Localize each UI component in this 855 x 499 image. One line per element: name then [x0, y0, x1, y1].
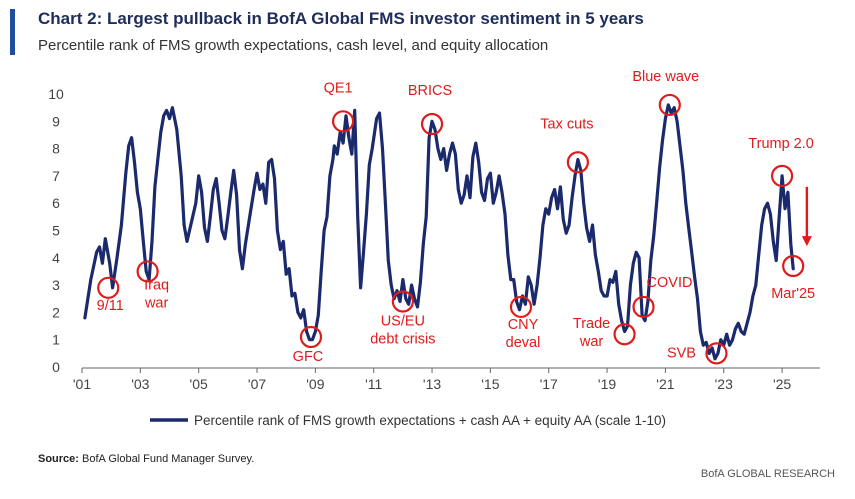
annotation-label: US/EU debt crisis: [370, 313, 435, 347]
source-label: Source:: [38, 453, 79, 465]
y-tick-label: 2: [52, 304, 60, 320]
annotation-circle: [632, 295, 655, 319]
y-tick-label: 9: [52, 113, 60, 129]
x-tick-label: '07: [248, 376, 266, 392]
annotation-label: GFC: [293, 349, 324, 365]
annotation-circle: [299, 325, 323, 349]
source-text: BofA Global Fund Manager Survey.: [82, 453, 255, 465]
brand-label: BofA GLOBAL RESEARCH: [700, 468, 835, 480]
annotation-circle: [509, 295, 533, 319]
annotation-circle: [97, 276, 120, 299]
decline-arrow-head: [801, 236, 812, 247]
chart-title: Chart 2: Largest pullback in BofA Global…: [38, 9, 644, 28]
y-tick-label: 3: [52, 277, 60, 293]
annotation-label: 9/11: [97, 298, 124, 314]
x-tick-label: '11: [365, 376, 382, 392]
x-tick-label: '01: [73, 376, 91, 392]
y-tick-label: 6: [52, 195, 60, 211]
y-tick-label: 4: [52, 250, 60, 266]
annotation-label: CNY deval: [506, 317, 541, 351]
x-tick-label: '25: [773, 376, 791, 392]
x-tick-label: '23: [715, 376, 733, 392]
annotation-circle: [391, 290, 414, 313]
x-tick-label: '13: [423, 376, 441, 392]
series-line: [83, 103, 795, 361]
annotation-circle: [770, 164, 794, 187]
annotation-label: BRICS: [408, 83, 452, 99]
source-note: Source: BofA Global Fund Manager Survey.: [38, 453, 254, 465]
annotation-circle: [613, 323, 636, 346]
y-tick-label: 8: [52, 141, 60, 157]
annotation-label: SVB: [667, 345, 696, 361]
annotation-circle: [420, 112, 444, 136]
x-tick-label: '03: [131, 376, 149, 392]
annotation-label: COVID: [647, 275, 693, 291]
y-tick-label: 0: [52, 359, 60, 375]
chart-subtitle: Percentile rank of FMS growth expectatio…: [38, 37, 549, 54]
annotation-circle: [705, 342, 728, 365]
annotation-label: Tax cuts: [540, 116, 593, 132]
annotation-circle: [136, 260, 159, 283]
y-tick-label: 10: [48, 86, 64, 102]
x-tick-label: '15: [481, 376, 499, 392]
annotation-circle: [331, 110, 355, 133]
x-tick-label: '05: [190, 376, 208, 392]
y-tick-label: 1: [52, 332, 60, 348]
x-tick-label: '19: [598, 376, 616, 392]
annotation-label: Blue wave: [632, 69, 699, 85]
annotation-label: Iraq war: [144, 277, 169, 311]
annotation-label: Trade war: [573, 316, 610, 350]
y-tick-label: 7: [52, 168, 60, 184]
annotation-label: Trump 2.0: [748, 136, 814, 152]
annotation-label: Mar'25: [771, 286, 815, 302]
annotation-circle: [782, 254, 805, 278]
title-accent-bar: [10, 9, 15, 55]
annotation-circle: [566, 151, 589, 174]
x-tick-label: '09: [306, 376, 324, 392]
x-tick-label: '17: [540, 376, 558, 392]
annotation-label: QE1: [324, 80, 353, 96]
y-tick-label: 5: [52, 223, 60, 239]
legend-label: Percentile rank of FMS growth expectatio…: [194, 413, 666, 428]
x-tick-label: '21: [656, 376, 674, 392]
annotation-circle: [658, 93, 681, 117]
